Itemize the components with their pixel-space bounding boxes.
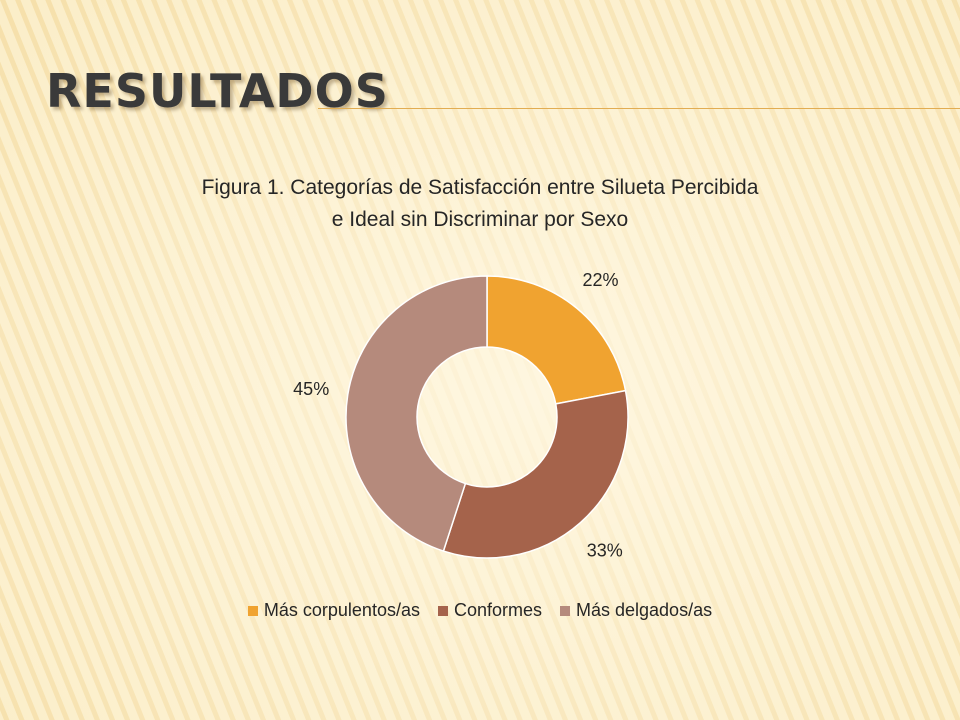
donut-slice-mas-corpulentos [486,275,627,405]
chart-title: Figura 1. Categorías de Satisfacción ent… [80,172,880,236]
slide-title: Resultados [46,64,389,118]
legend-item-mas-delgados: Más delgados/as [560,600,712,621]
legend-swatch-mas-delgados [560,605,570,616]
data-label-mas-corpulentos: 22% [582,270,618,290]
legend-item-conformes: Conformes [437,600,542,621]
donut-slice-conformes [442,389,629,559]
chart-title-line-1: Figura 1. Categorías de Satisfacción ent… [201,176,759,199]
title-rule [318,108,960,109]
legend-label-conformes: Conformes [453,600,542,620]
data-label-conformes: 33% [587,541,623,561]
legend-label-mas-corpulentos: Más corpulentos/as [263,600,420,620]
data-label-mas-delgados: 45% [293,379,329,399]
legend-swatch-conformes [437,605,448,616]
legend-label-mas-delgados: Más delgados/as [576,600,713,620]
legend-item-mas-corpulentos: Más corpulentos/as [247,600,420,621]
legend-swatch-mas-corpulentos [247,605,258,616]
donut-slice-mas-delgados [345,275,488,553]
chart-title-line-2: e Ideal sin Discriminar por Sexo [331,208,629,231]
chart-legend: Más corpulentos/as Conformes Más delgado… [0,600,960,621]
